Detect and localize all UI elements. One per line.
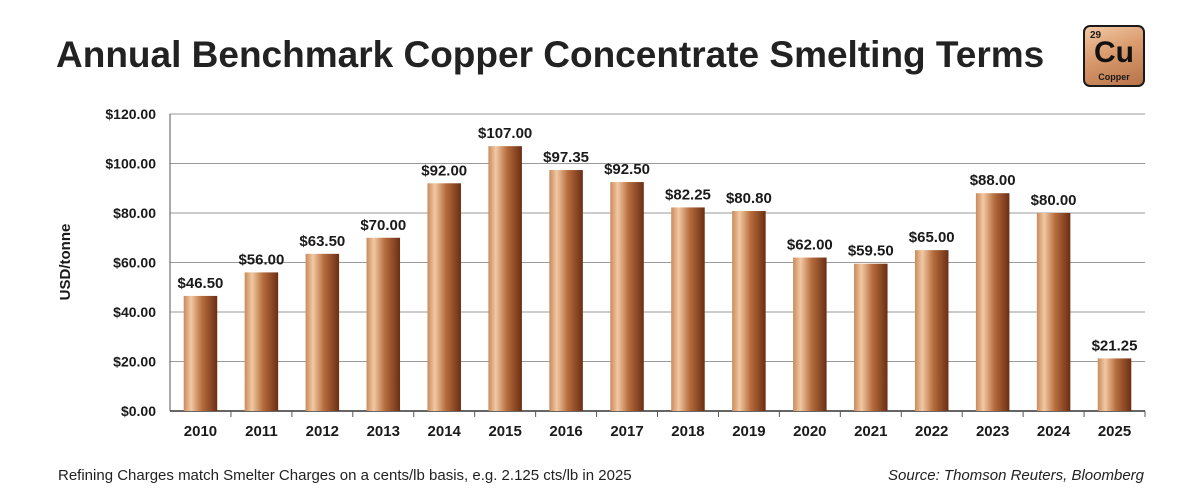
bar-2010 <box>183 295 218 411</box>
x-tick-label: 2020 <box>793 423 826 440</box>
data-labels: $46.50 $56.00 $63.50 $70.00 $92.00 $107.00 $97… <box>178 125 1138 354</box>
data-label-2013: $70.00 <box>360 217 406 234</box>
atomic-number: 29 <box>1090 30 1102 41</box>
bar-2014 <box>427 183 461 411</box>
bar-2023 <box>975 193 1010 411</box>
data-label-2016: $97.35 <box>543 149 589 166</box>
copper-element-badge: 29 Cu Copper <box>1083 25 1145 87</box>
bar-2012 <box>305 253 340 411</box>
x-tick-label: 2023 <box>976 423 1009 440</box>
x-tick-label: 2021 <box>854 423 887 440</box>
chart-title: Annual Benchmark Copper Concentrate Smel… <box>56 34 1045 75</box>
data-label-2012: $63.50 <box>299 233 345 250</box>
element-name: Copper <box>1098 72 1130 82</box>
data-label-2014: $92.00 <box>421 162 467 179</box>
bar-2016 <box>549 170 583 411</box>
x-tick-label: 2017 <box>610 423 643 440</box>
data-label-2011: $56.00 <box>238 251 284 268</box>
data-label-2025: $21.25 <box>1092 337 1138 354</box>
x-tick-label: 2011 <box>245 423 278 440</box>
data-label-2019: $80.80 <box>726 190 772 207</box>
x-tick-label: 2010 <box>184 423 217 440</box>
bar-2025 <box>1097 358 1132 411</box>
x-tick-label: 2012 <box>306 423 339 440</box>
y-axis-ticks: $0.00 $20.00 $40.00 $60.00 $80.00 $100.00 $120… <box>105 106 156 419</box>
x-tick-label: 2024 <box>1037 423 1071 440</box>
data-label-2018: $82.25 <box>665 186 711 203</box>
x-axis-ticks: 2010 2011 2012 2013 2014 2015 2016 2017 2018 2019… <box>184 411 1146 440</box>
y-tick-label: $80.00 <box>113 205 156 221</box>
bar-2015 <box>488 146 522 412</box>
data-label-2015: $107.00 <box>478 125 532 142</box>
data-label-2017: $92.50 <box>604 161 650 178</box>
x-tick-label: 2015 <box>488 423 521 440</box>
footnote: Refining Charges match Smelter Charges o… <box>58 467 632 484</box>
source-credit: Source: Thomson Reuters, Bloomberg <box>888 467 1144 484</box>
bar-2017 <box>610 182 644 411</box>
bar-2019 <box>732 211 766 411</box>
x-tick-label: 2016 <box>549 423 582 440</box>
y-tick-label: $120.00 <box>105 106 156 122</box>
x-tick-label: 2019 <box>732 423 765 440</box>
bar-2024 <box>1036 213 1071 411</box>
bar-2013 <box>366 237 401 411</box>
x-tick-label: 2014 <box>428 423 462 440</box>
x-tick-label: 2018 <box>671 423 704 440</box>
bar-2020 <box>793 257 827 411</box>
data-label-2022: $65.00 <box>909 229 955 246</box>
y-tick-label: $40.00 <box>113 304 156 320</box>
bar-2022 <box>914 250 949 411</box>
x-tick-label: 2013 <box>367 423 400 440</box>
data-label-2023: $88.00 <box>970 172 1016 189</box>
bars <box>183 146 1132 412</box>
bar-2018 <box>671 207 705 411</box>
y-tick-label: $100.00 <box>105 156 156 172</box>
bar-2021 <box>854 263 888 411</box>
bar-2011 <box>244 272 279 411</box>
x-tick-label: 2022 <box>915 423 948 440</box>
x-tick-label: 2025 <box>1098 423 1131 440</box>
element-symbol: Cu <box>1094 36 1134 69</box>
y-tick-label: $60.00 <box>113 255 156 271</box>
data-label-2020: $62.00 <box>787 237 833 254</box>
y-tick-label: $0.00 <box>121 403 156 419</box>
data-label-2024: $80.00 <box>1031 192 1077 209</box>
data-label-2010: $46.50 <box>178 275 224 292</box>
data-label-2021: $59.50 <box>848 243 894 260</box>
y-axis-label: USD/tonne <box>57 224 74 301</box>
y-tick-label: $20.00 <box>113 354 156 370</box>
